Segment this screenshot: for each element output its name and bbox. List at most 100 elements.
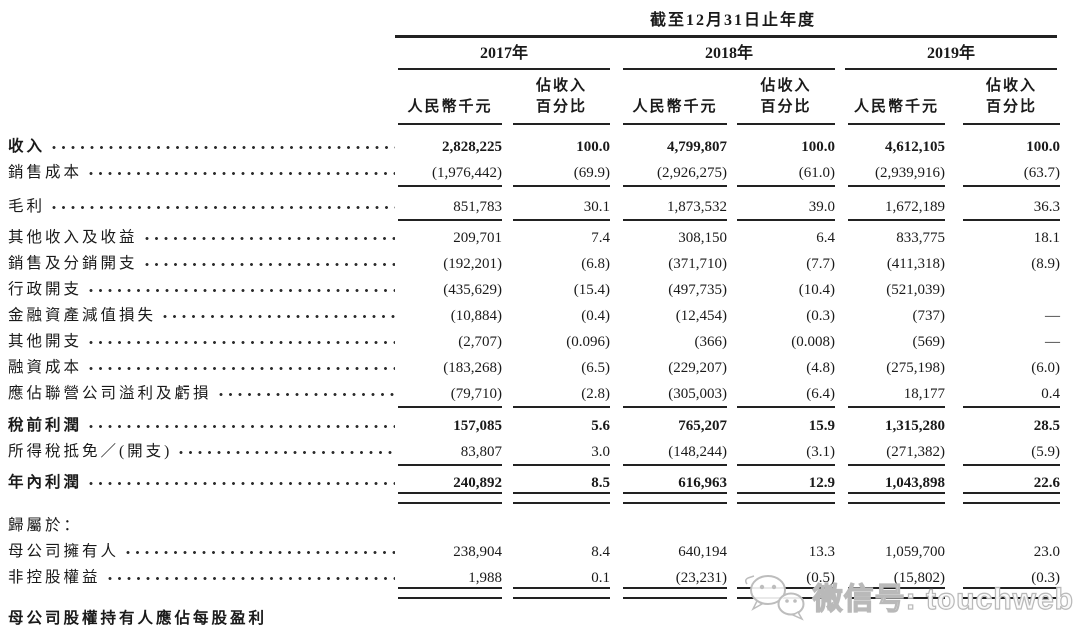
- table-row: 所得稅抵免／(開支) 83,807 3.0 (148,244) (3.1) (2…: [8, 439, 1080, 466]
- cell-amount-2018: 640,194: [678, 544, 727, 560]
- cell-amount-2017: (1,976,442): [398, 165, 502, 187]
- cell-amount-2018: (366): [694, 334, 728, 350]
- row-label: 金融資產減值損失: [8, 307, 157, 324]
- header-top-rule: [395, 35, 1057, 38]
- cell-pct-2018: (0.008): [791, 334, 835, 350]
- cell-amount-2018: (12,454): [675, 308, 727, 324]
- table-row: 歸屬於：: [8, 513, 1080, 539]
- cell-amount-2017: 2,828,225: [442, 139, 502, 155]
- cell-amount-2017: (435,629): [443, 282, 502, 298]
- cell-amount-2018: (305,003): [623, 386, 727, 408]
- cell-amount-2018: (229,207): [668, 360, 727, 376]
- table-row: 母公司股權持有人應佔每股盈利: [8, 606, 1080, 632]
- cell-amount-2017: 1,988: [398, 570, 502, 599]
- cell-amount-2017: 851,783: [398, 199, 502, 221]
- cell-pct-2019: 18.1: [1033, 230, 1060, 246]
- cell-pct-2017: 3.0: [513, 444, 610, 466]
- table-row: 行政開支 (435,629) (15.4) (497,735) (10.4) (…: [8, 277, 1080, 303]
- cell-amount-2019: (275,198): [886, 360, 945, 376]
- row-label: 其他收入及收益: [8, 229, 138, 246]
- cell-pct-2018: 6.4: [816, 230, 835, 246]
- cell-pct-2018: 39.0: [737, 199, 835, 221]
- cell-amount-2017: 83,807: [398, 444, 502, 466]
- cell-pct-2017: (6.8): [581, 256, 610, 272]
- row-label: 其他開支: [8, 333, 83, 350]
- dot-leader: [89, 339, 395, 346]
- col-header-amount-2017: 人民幣千元: [398, 97, 502, 125]
- table-row: 毛利 851,783 30.1 1,873,532 39.0 1,672,189…: [8, 194, 1080, 221]
- cell-pct-2019: 23.0: [1033, 544, 1060, 560]
- cell-pct-2017: 5.6: [591, 418, 610, 434]
- cell-amount-2017: 240,892: [398, 475, 502, 504]
- row-label: 銷售及分銷開支: [8, 255, 138, 272]
- cell-pct-2019: (6.0): [1031, 360, 1060, 376]
- cell-amount-2018: 4,799,807: [667, 139, 727, 155]
- row-label: 融資成本: [8, 359, 83, 376]
- cell-pct-2018: (6.4): [737, 386, 835, 408]
- row-label: 年內利潤: [8, 474, 83, 491]
- cell-pct-2019: —: [1045, 334, 1060, 350]
- cell-amount-2018: (497,735): [668, 282, 727, 298]
- cell-amount-2019: (569): [912, 334, 946, 350]
- row-label: 母公司股權持有人應佔每股盈利: [8, 610, 268, 627]
- period-title: 截至12月31日止年度: [649, 12, 816, 29]
- table-row: 年內利潤 240,892 8.5 616,963 12.9 1,043,898 …: [8, 470, 1080, 504]
- col-header-pct-2018: 佔收入 百分比: [737, 76, 835, 125]
- cell-pct-2018: 13.3: [808, 544, 835, 560]
- cell-amount-2017: 209,701: [453, 230, 502, 246]
- cell-pct-2018: 12.9: [737, 475, 835, 504]
- row-label: 歸屬於：: [8, 517, 83, 534]
- cell-pct-2017: 0.1: [513, 570, 610, 599]
- cell-pct-2017: (15.4): [573, 282, 610, 298]
- dot-leader: [107, 575, 395, 582]
- cell-amount-2019: (271,382): [848, 444, 945, 466]
- cell-amount-2019: 1,315,280: [885, 418, 945, 434]
- row-label: 稅前利潤: [8, 417, 83, 434]
- cell-amount-2018: (23,231): [623, 570, 727, 599]
- cell-pct-2017: 100.0: [576, 139, 610, 155]
- table-row: 應佔聯營公司溢利及虧損 (79,710) (2.8) (305,003) (6.…: [8, 381, 1080, 408]
- cell-pct-2018: (61.0): [737, 165, 835, 187]
- cell-amount-2018: (2,926,275): [623, 165, 727, 187]
- cell-pct-2018: (4.8): [806, 360, 835, 376]
- cell-amount-2017: 157,085: [453, 418, 502, 434]
- watermark: 微信号: touchweb: [743, 570, 1074, 622]
- dot-leader: [144, 235, 395, 242]
- wechat-icon: [744, 575, 805, 621]
- cell-pct-2017: 7.4: [591, 230, 610, 246]
- dot-leader: [163, 313, 395, 320]
- table-row: 收入 2,828,225 100.0 4,799,807 100.0 4,612…: [8, 134, 1080, 160]
- cell-pct-2019: (63.7): [963, 165, 1060, 187]
- cell-amount-2019: 4,612,105: [885, 139, 945, 155]
- cell-amount-2017: (192,201): [443, 256, 502, 272]
- dot-leader: [89, 480, 395, 487]
- year-header-2019: 2019年: [845, 39, 1057, 70]
- cell-amount-2019: 1,672,189: [848, 199, 945, 221]
- row-label: 毛利: [8, 198, 46, 215]
- table-row: 金融資產減值損失 (10,884) (0.4) (12,454) (0.3) (…: [8, 303, 1080, 329]
- dot-leader: [52, 204, 395, 211]
- cell-pct-2019: 36.3: [963, 199, 1060, 221]
- cell-amount-2017: (183,268): [443, 360, 502, 376]
- watermark-text: 微信号: touchweb: [812, 582, 1074, 616]
- cell-amount-2019: 1,043,898: [848, 475, 945, 504]
- col-header-pct-2017: 佔收入 百分比: [513, 76, 610, 125]
- row-label: 行政開支: [8, 281, 83, 298]
- cell-pct-2018: (3.1): [737, 444, 835, 466]
- table-row: 銷售及分銷開支 (192,201) (6.8) (371,710) (7.7) …: [8, 251, 1080, 277]
- cell-pct-2018: (0.3): [806, 308, 835, 324]
- row-label: 母公司擁有人: [8, 543, 120, 560]
- table-row: 其他收入及收益 209,701 7.4 308,150 6.4 833,775 …: [8, 225, 1080, 251]
- cell-pct-2019: 100.0: [1026, 139, 1060, 155]
- cell-pct-2017: (0.096): [566, 334, 610, 350]
- cell-amount-2018: (148,244): [623, 444, 727, 466]
- cell-pct-2017: (0.4): [581, 308, 610, 324]
- cell-pct-2019: 28.5: [1033, 418, 1060, 434]
- column-header-row: 人民幣千元 佔收入 百分比 人民幣千元 佔收入 百分比 人民幣千元 佔收入 百分比: [8, 76, 1080, 125]
- cell-amount-2017: 238,904: [453, 544, 502, 560]
- cell-pct-2017: 30.1: [513, 199, 610, 221]
- col-header-amount-2018: 人民幣千元: [623, 97, 727, 125]
- cell-amount-2018: (371,710): [668, 256, 727, 272]
- cell-amount-2019: 833,775: [896, 230, 945, 246]
